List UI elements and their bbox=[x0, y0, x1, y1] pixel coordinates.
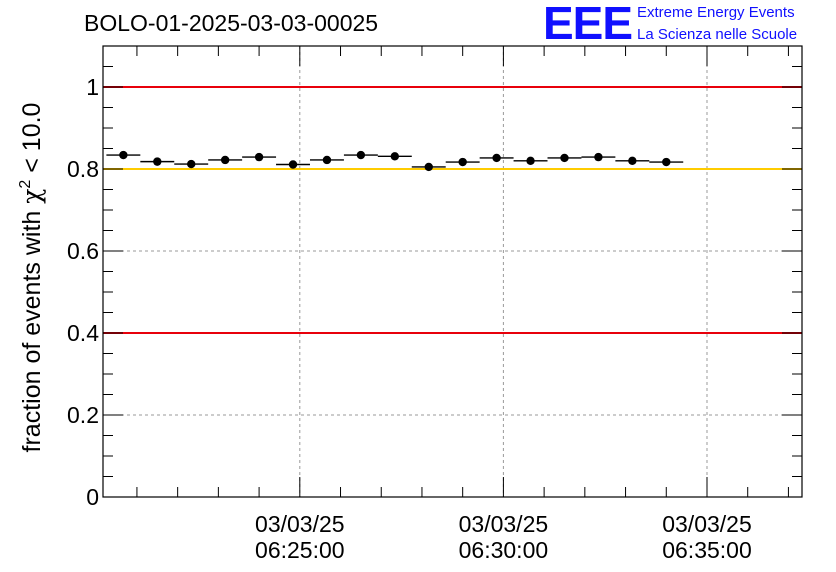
logo-line-2: La Scienza nelle Scuole bbox=[637, 26, 798, 43]
x-tick-date-label: 03/03/25 bbox=[255, 511, 345, 537]
x-tick-time-label: 06:30:00 bbox=[459, 537, 549, 563]
chart-title: BOLO-01-2025-03-03-00025 bbox=[84, 10, 379, 36]
data-point bbox=[492, 153, 501, 163]
data-point bbox=[119, 150, 128, 160]
data-point bbox=[560, 153, 569, 163]
logo-line-1: Extreme Energy Events bbox=[637, 4, 795, 21]
data-point bbox=[220, 155, 230, 165]
y-tick-label: 0.6 bbox=[67, 238, 99, 264]
data-point bbox=[526, 156, 535, 165]
data-point bbox=[187, 159, 196, 169]
x-tick-date-label: 03/03/25 bbox=[662, 511, 752, 537]
data-point bbox=[390, 152, 400, 161]
y-tick-label: 0.8 bbox=[67, 156, 99, 182]
y-axis-label-symbol: χ bbox=[17, 189, 46, 204]
x-tick-date-label: 03/03/25 bbox=[459, 511, 549, 537]
data-points bbox=[106, 150, 684, 172]
y-tick-label: 0.2 bbox=[67, 402, 99, 428]
data-point bbox=[424, 162, 433, 172]
data-point bbox=[356, 150, 366, 160]
data-point bbox=[322, 155, 332, 165]
data-point bbox=[628, 156, 637, 165]
y-tick-label: 1 bbox=[86, 74, 99, 100]
y-axis-label-suffix: < 10.0 bbox=[18, 103, 46, 180]
y-tick-label: 0.4 bbox=[67, 320, 99, 346]
y-axis-label: fraction of events with χ2 < 10.0 bbox=[17, 103, 46, 453]
x-axis: 03/03/2506:25:0003/03/2506:30:0003/03/25… bbox=[136, 46, 789, 563]
y-axis-label-prefix: fraction of events with bbox=[18, 204, 46, 453]
y-tick-label: 0 bbox=[86, 484, 99, 510]
data-point bbox=[153, 157, 162, 166]
y-axis-label-sup: 2 bbox=[17, 180, 34, 189]
data-point bbox=[458, 157, 467, 167]
data-point bbox=[662, 157, 671, 167]
x-tick-time-label: 06:35:00 bbox=[662, 537, 752, 563]
data-point bbox=[254, 152, 264, 162]
eee-logo-mark: EEE bbox=[543, 0, 633, 49]
plot-frame bbox=[102, 45, 803, 498]
y-axis: 0 0.2 0.4 0.6 0.8 1 bbox=[67, 45, 802, 510]
data-point bbox=[594, 152, 603, 162]
reference-lines bbox=[103, 86, 802, 334]
data-point bbox=[288, 160, 298, 169]
x-tick-time-label: 06:25:00 bbox=[255, 537, 345, 563]
grid-lines bbox=[103, 46, 802, 497]
